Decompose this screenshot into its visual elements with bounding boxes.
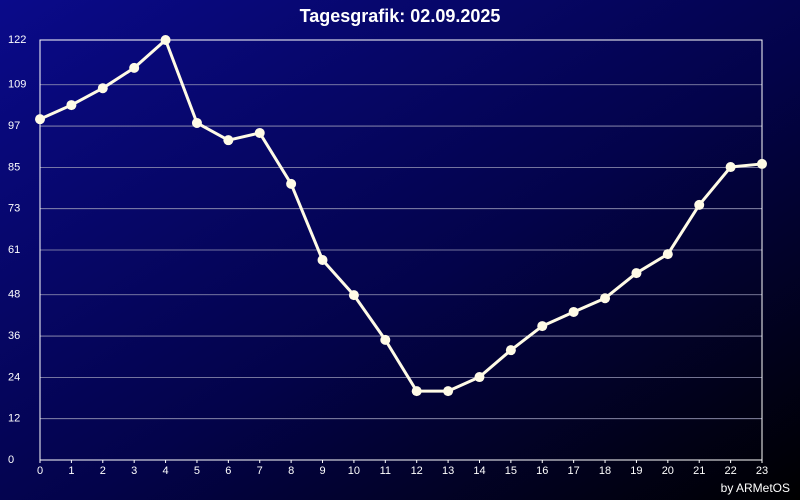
x-tick-label: 19: [630, 465, 642, 477]
x-tick-label: 15: [505, 465, 517, 477]
data-line: [39, 38, 763, 393]
data-point: [380, 334, 391, 345]
x-tick-label: 0: [37, 465, 43, 477]
x-tick-label: 10: [348, 465, 360, 477]
y-tick-label: 73: [8, 203, 20, 215]
x-tick-label: 23: [756, 465, 768, 477]
y-tick-label: 24: [8, 371, 20, 383]
x-tick-label: 13: [442, 465, 454, 477]
data-point: [443, 386, 454, 397]
y-tick-label: 48: [8, 289, 20, 301]
x-tick-label: 7: [257, 465, 263, 477]
data-point: [757, 158, 767, 169]
y-tick-label: 109: [8, 79, 26, 91]
data-point: [348, 290, 359, 301]
data-point: [66, 100, 77, 111]
x-tick-label: 5: [194, 465, 200, 477]
x-tick-label: 14: [473, 465, 485, 477]
data-point: [694, 199, 705, 210]
x-tick-label: 16: [536, 465, 548, 477]
data-point: [317, 254, 328, 265]
data-point: [35, 114, 45, 125]
plot-frame: [39, 39, 763, 461]
data-point: [631, 268, 642, 279]
y-tick-label: 122: [8, 34, 26, 46]
data-point: [286, 178, 297, 189]
x-tick-label: 21: [693, 465, 705, 477]
data-point: [97, 83, 108, 94]
data-point: [411, 386, 422, 397]
data-point: [537, 321, 548, 332]
y-tick-label: 12: [8, 413, 20, 425]
data-point: [191, 117, 202, 128]
data-point: [160, 35, 171, 45]
x-tick-label: 3: [131, 465, 137, 477]
x-tick-label: 8: [288, 465, 294, 477]
data-point: [254, 127, 265, 138]
x-tick-label: 22: [724, 465, 736, 477]
x-tick-label: 9: [319, 465, 325, 477]
data-point: [662, 249, 673, 260]
credit: by ARMetOS: [721, 481, 790, 495]
x-tick-label: 1: [68, 465, 74, 477]
data-point: [725, 162, 736, 173]
x-tick-label: 12: [411, 465, 423, 477]
x-tick-label: 20: [662, 465, 674, 477]
x-tick-label: 4: [163, 465, 169, 477]
x-tick-label: 2: [100, 465, 106, 477]
y-tick-label: 61: [8, 244, 20, 256]
data-point: [129, 62, 140, 73]
y-tick-label: 36: [8, 330, 20, 342]
x-tick-label: 6: [225, 465, 231, 477]
data-point: [568, 306, 579, 317]
data-point: [600, 293, 611, 304]
data-point: [505, 345, 516, 356]
data-point: [474, 372, 485, 383]
x-tick-label: 11: [380, 465, 391, 477]
chart-title: Tagesgrafik: 02.09.2025: [300, 6, 501, 26]
data-point: [223, 135, 234, 146]
y-tick-label: 0: [8, 454, 14, 466]
x-tick-label: 18: [599, 465, 611, 477]
x-tick-label: 17: [568, 465, 580, 477]
y-tick-label: 85: [8, 161, 20, 173]
y-tick-label: 97: [8, 120, 20, 132]
